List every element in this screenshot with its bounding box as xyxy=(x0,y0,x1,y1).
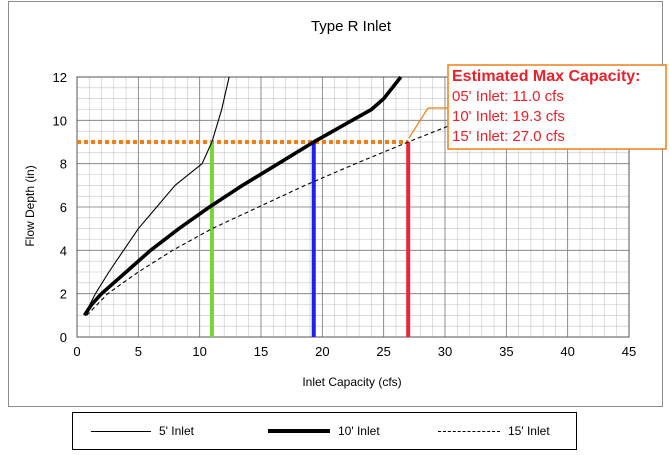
y-tick-label: 0 xyxy=(60,330,67,345)
x-tick-label: 0 xyxy=(73,344,80,359)
x-tick-label: 40 xyxy=(560,344,574,359)
series-line xyxy=(86,121,458,316)
legend-item-5ft: 5' Inlet xyxy=(91,413,194,449)
x-tick-label: 35 xyxy=(499,344,513,359)
x-tick-label: 25 xyxy=(376,344,390,359)
x-tick-label: 20 xyxy=(315,344,329,359)
x-axis-label: Inlet Capacity (cfs) xyxy=(302,375,401,389)
y-tick-label: 6 xyxy=(60,200,67,215)
legend-item-10ft: 10' Inlet xyxy=(268,413,380,449)
series-layer xyxy=(77,75,458,337)
legend-label-15ft: 15' Inlet xyxy=(508,424,550,438)
x-tick-label: 15 xyxy=(254,344,268,359)
legend-swatch-dashed xyxy=(438,430,500,432)
x-tick-label: 10 xyxy=(192,344,206,359)
legend-label-5ft: 5' Inlet xyxy=(159,424,194,438)
y-tick-label: 10 xyxy=(53,113,67,128)
y-tick-label: 8 xyxy=(60,157,67,172)
chart-svg: Type R Inlet 0 5 10 15 20 25 30 35 40 45 0 2 4 6 8 10 12… xyxy=(23,18,667,389)
legend-item-15ft: 15' Inlet xyxy=(438,413,550,449)
y-axis-label: Flow Depth (in) xyxy=(23,165,37,246)
chart-title: Type R Inlet xyxy=(311,18,392,35)
x-tick-label: 30 xyxy=(438,344,452,359)
plot-border xyxy=(76,76,630,338)
annotation-title: Estimated Max Capacity: xyxy=(452,68,641,85)
legend-swatch-thin-solid xyxy=(91,430,151,432)
legend-swatch-thick-solid xyxy=(268,429,330,433)
legend: 5' Inlet 10' Inlet 15' Inlet xyxy=(72,412,577,450)
series-line xyxy=(83,76,230,316)
max-capacity-annotation: Estimated Max Capacity: 05' Inlet: 11.0 … xyxy=(408,64,667,150)
y-tick-label: 12 xyxy=(53,70,67,85)
legend-label-10ft: 10' Inlet xyxy=(338,424,380,438)
annotation-leader-line-diagonal xyxy=(408,107,429,139)
x-tick-label: 45 xyxy=(622,344,636,359)
x-tick-label: 5 xyxy=(135,344,142,359)
annotation-line-5ft: 05' Inlet: 11.0 cfs xyxy=(452,88,564,105)
annotation-box xyxy=(447,64,667,150)
y-tick-label: 4 xyxy=(60,243,67,258)
annotation-line-15ft: 15' Inlet: 27.0 cfs xyxy=(452,128,565,145)
annotation-line-10ft: 10' Inlet: 19.3 cfs xyxy=(452,108,565,125)
series-line xyxy=(82,75,403,317)
y-tick-label: 2 xyxy=(60,287,67,302)
tick-labels: 0 5 10 15 20 25 30 35 40 45 0 2 4 6 8 10 12 xyxy=(53,70,637,359)
